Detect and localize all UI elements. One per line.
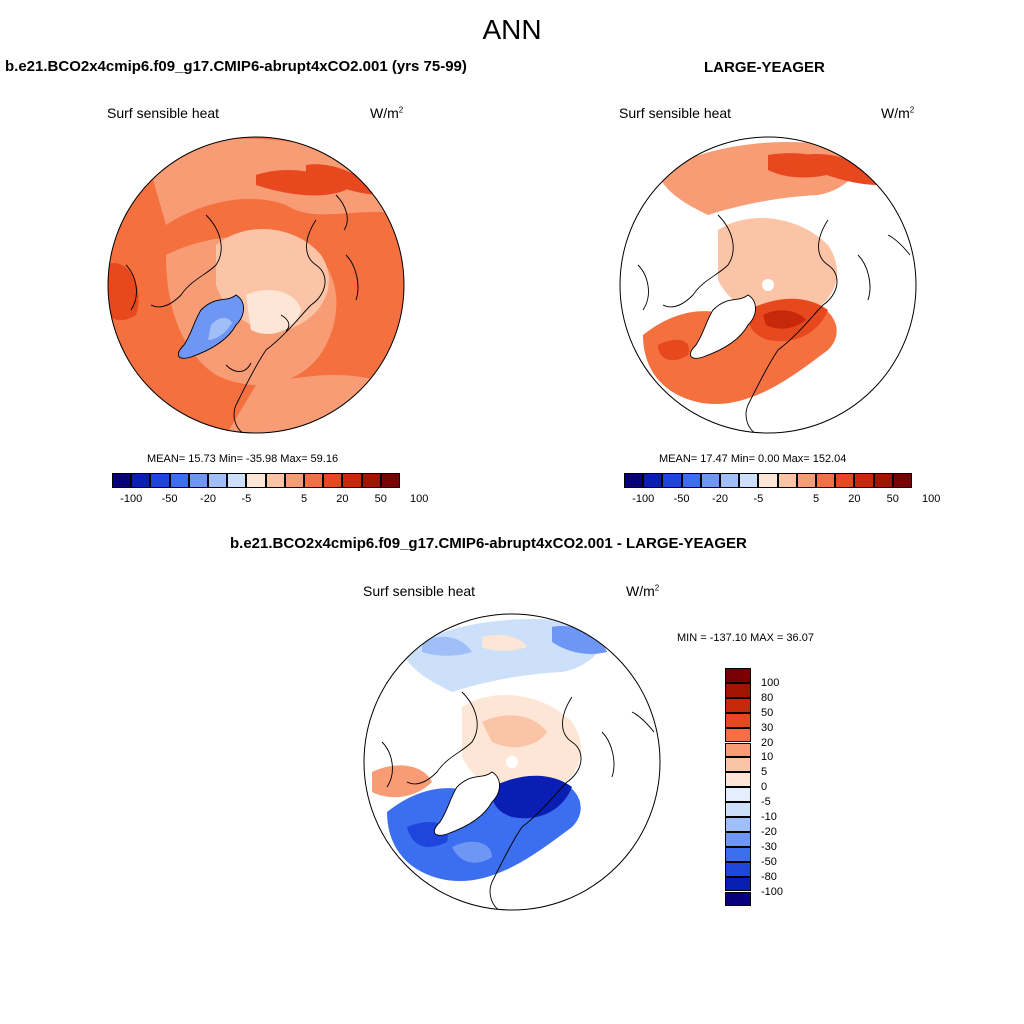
colorbar-swatch (112, 473, 132, 488)
colorbar-label: 10 (761, 751, 774, 764)
colorbar-swatch (725, 772, 751, 788)
left-polar-map (107, 136, 405, 434)
colorbar-swatch (892, 473, 912, 488)
right-colorbar: -100 -50 -20 -5 5 20 50 100 (624, 473, 940, 513)
colorbar-swatch (796, 473, 816, 488)
colorbar-swatch (643, 473, 663, 488)
colorbar-swatch (720, 473, 740, 488)
left-stats: MEAN= 15.73 Min= -35.98 Max= 59.16 (147, 453, 339, 465)
colorbar-swatch (854, 473, 874, 488)
colorbar-swatch (725, 712, 751, 728)
colorbar-swatch (380, 473, 400, 488)
colorbar-label: -20 (761, 825, 777, 838)
colorbar-label: 100 (410, 493, 429, 505)
colorbar-swatch (265, 473, 285, 488)
colorbar-swatch (662, 473, 682, 488)
colorbar-swatch (304, 473, 324, 488)
diff-polar-map (363, 613, 661, 911)
colorbar-swatch (725, 891, 751, 907)
right-variable-label: Surf sensible heat (619, 105, 732, 121)
colorbar-label: -5 (761, 796, 771, 809)
colorbar-swatch (725, 876, 751, 892)
colorbar-label: -100 (632, 493, 655, 505)
colorbar-swatch (725, 668, 751, 683)
figure-title: ANN (482, 14, 542, 45)
right-polar-map (619, 136, 917, 434)
colorbar-label: -5 (753, 493, 764, 505)
colorbar-swatch (361, 473, 381, 488)
colorbar-label: -50 (761, 855, 777, 868)
colorbar-swatch (873, 473, 893, 488)
colorbar-swatch (342, 473, 362, 488)
colorbar-swatch (681, 473, 701, 488)
colorbar-swatch (227, 473, 247, 488)
colorbar-swatch (624, 473, 644, 488)
left-colorbar: -100 -50 -20 -5 5 20 50 100 (112, 473, 428, 513)
colorbar-swatch (284, 473, 304, 488)
colorbar-label: -50 (673, 493, 690, 505)
colorbar-label: 20 (761, 736, 774, 749)
colorbar-swatch (208, 473, 228, 488)
diff-variable-label: Surf sensible heat (363, 583, 476, 599)
colorbar-swatch (246, 473, 266, 488)
colorbar-swatch (725, 727, 751, 743)
colorbar-swatch (188, 473, 208, 488)
diff-stats: MIN = -137.10 MAX = 36.07 (677, 632, 814, 644)
colorbar-label: 50 (761, 706, 774, 719)
colorbar-swatch (777, 473, 797, 488)
colorbar-swatch (725, 742, 751, 758)
colorbar-swatch (725, 682, 751, 698)
colorbar-label: 5 (761, 766, 768, 779)
right-units-label: W/m2 (881, 105, 915, 121)
colorbar-label: 100 (761, 676, 780, 689)
colorbar-label: -100 (761, 885, 784, 898)
colorbar-label: 50 (886, 493, 899, 505)
colorbar-swatch (169, 473, 189, 488)
diff-units-label: W/m2 (626, 583, 660, 599)
colorbar-label: 5 (812, 493, 820, 505)
colorbar-label: -10 (761, 811, 777, 823)
colorbar-label: 80 (761, 691, 774, 704)
colorbar-label: -100 (120, 493, 143, 505)
left-case-title: b.e21.BCO2x4cmip6.f09_g17.CMIP6-abrupt4x… (5, 58, 467, 75)
colorbar-label: -20 (712, 493, 728, 505)
colorbar-swatch (725, 787, 751, 803)
colorbar-label: 20 (848, 493, 861, 505)
colorbar-label: 5 (300, 493, 308, 505)
colorbar-swatch (739, 473, 759, 488)
colorbar-swatch (700, 473, 720, 488)
colorbar-swatch (725, 817, 751, 832)
colorbar-label: 100 (922, 493, 941, 505)
colorbar-swatch (131, 473, 151, 488)
diff-case-title: b.e21.BCO2x4cmip6.f09_g17.CMIP6-abrupt4x… (230, 535, 747, 552)
colorbar-label: -30 (761, 840, 777, 853)
colorbar-swatch (758, 473, 778, 488)
colorbar-label: -5 (241, 493, 252, 505)
colorbar-swatch (323, 473, 343, 488)
colorbar-label: 0 (761, 781, 768, 794)
colorbar-label: 30 (761, 721, 774, 734)
colorbar-label: -20 (200, 493, 216, 505)
colorbar-swatch (150, 473, 170, 488)
left-units-label: W/m2 (370, 105, 404, 121)
right-case-title: LARGE-YEAGER (704, 59, 825, 76)
left-variable-label: Surf sensible heat (107, 105, 220, 121)
colorbar-swatch (725, 831, 751, 847)
colorbar-label: 20 (336, 493, 349, 505)
colorbar-label: -80 (761, 870, 777, 883)
colorbar-label: 50 (374, 493, 387, 505)
colorbar-swatch (835, 473, 855, 488)
colorbar-label: -50 (161, 493, 178, 505)
colorbar-swatch (725, 861, 751, 877)
colorbar-swatch (725, 757, 751, 773)
right-stats: MEAN= 17.47 Min= 0.00 Max= 152.04 (659, 453, 847, 465)
colorbar-swatch (816, 473, 836, 488)
colorbar-swatch (725, 846, 751, 862)
colorbar-swatch (725, 697, 751, 713)
colorbar-swatch (725, 802, 751, 817)
